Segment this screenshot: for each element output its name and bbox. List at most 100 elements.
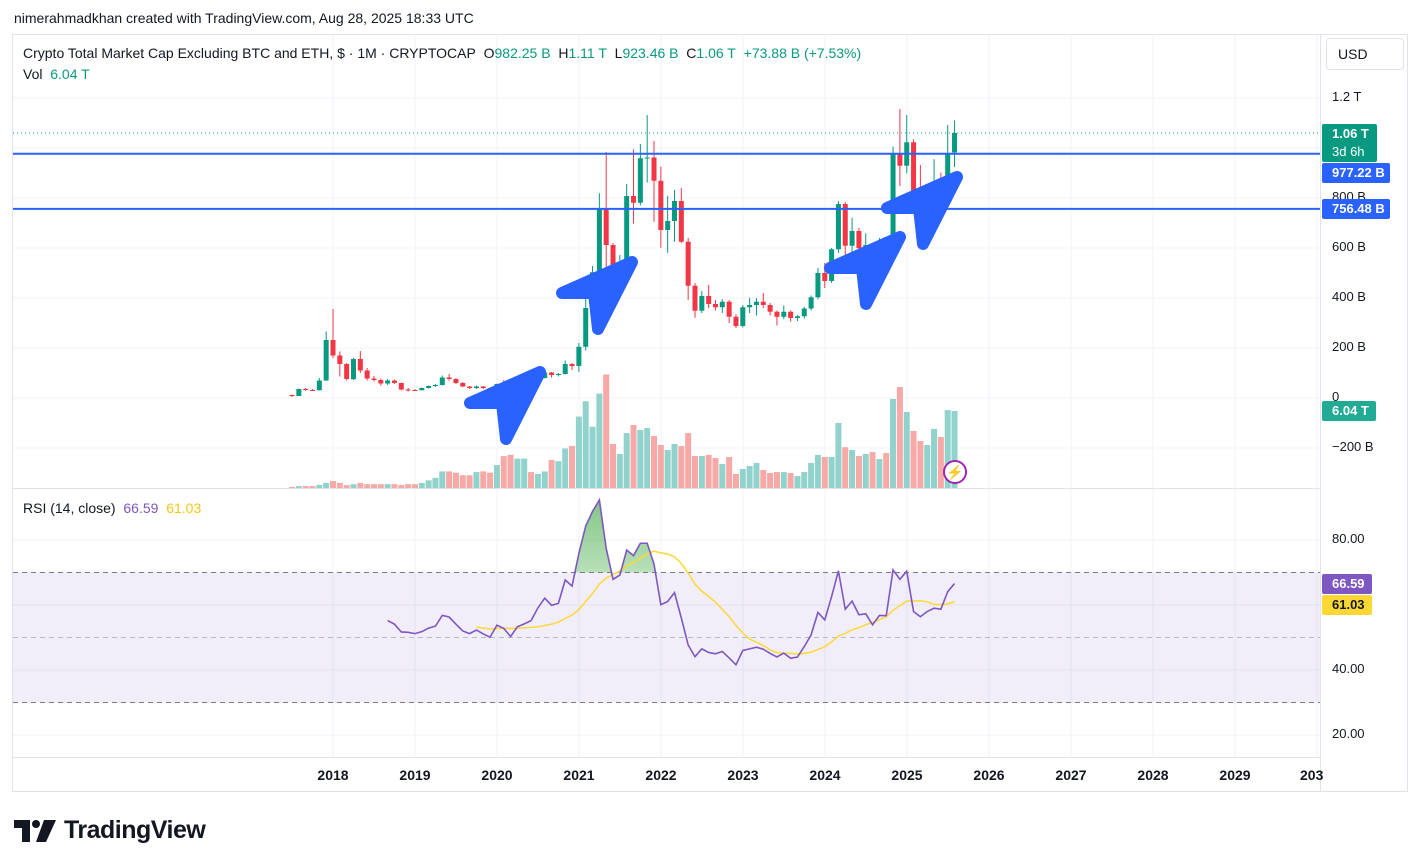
candle: [412, 389, 418, 391]
candle-body: [296, 389, 302, 396]
volume-bar: [821, 457, 828, 488]
rsi-label[interactable]: RSI (14, close): [23, 500, 116, 516]
candle: [310, 389, 316, 391]
chart-frame: [12, 34, 1408, 792]
time-axis-tick: 2026: [973, 767, 1005, 783]
candle: [672, 190, 677, 242]
candle: [480, 386, 486, 389]
candle-body: [815, 273, 821, 298]
candle: [631, 149, 637, 224]
candle-body: [719, 301, 725, 308]
candle: [781, 305, 787, 320]
candle-body: [952, 133, 958, 153]
candle-body: [835, 204, 841, 250]
candle-body: [781, 311, 787, 317]
volume-bar: [678, 446, 685, 488]
arrow-drawings[interactable]: [464, 171, 963, 445]
volume-bar: [350, 484, 357, 488]
candle: [569, 363, 575, 370]
candle-body: [753, 301, 759, 305]
candle: [753, 298, 759, 316]
grid-lines: [13, 35, 1320, 757]
volume-bar: [466, 475, 473, 488]
volume-bar: [951, 410, 958, 488]
volume-bar: [405, 484, 412, 488]
candle-body: [460, 383, 466, 387]
candle: [398, 382, 404, 391]
candle-body: [897, 153, 903, 166]
volume-bar: [828, 457, 835, 488]
time-axis-tick: 2029: [1219, 767, 1251, 783]
volume-bar: [418, 482, 425, 488]
candle: [432, 384, 438, 387]
volume-bar: [855, 455, 862, 488]
rsi-value: 66.59: [123, 500, 159, 516]
candle: [289, 394, 295, 397]
volume-bar: [917, 441, 924, 488]
candle: [788, 310, 794, 322]
candle: [473, 385, 479, 389]
candle: [467, 386, 473, 389]
time-axis-tick: 203: [1300, 767, 1324, 783]
candle-body: [289, 395, 295, 396]
candle-body: [637, 158, 643, 203]
candle: [815, 268, 821, 300]
volume-bar: [623, 433, 630, 488]
candle-body: [740, 307, 746, 326]
rsi-ma-value: 61.03: [166, 500, 202, 516]
volume-bar: [480, 471, 487, 488]
candle-body: [685, 241, 691, 286]
candle: [583, 293, 589, 351]
rsi-line: [387, 497, 956, 667]
volume-bar: [507, 454, 514, 488]
volume-bar: [370, 484, 377, 488]
candle: [897, 109, 903, 186]
volume-bar: [637, 429, 644, 488]
arrow-marker: [824, 231, 906, 310]
candle: [904, 115, 910, 174]
lightning-icon[interactable]: ⚡: [943, 460, 967, 484]
volume-bar: [746, 466, 753, 488]
volume-bar: [883, 453, 890, 488]
close-label: C: [686, 45, 697, 61]
volume-label[interactable]: Vol: [23, 66, 43, 82]
volume-bar: [330, 480, 336, 488]
volume-bar: [555, 461, 562, 488]
candle: [316, 378, 322, 391]
volume-bar: [616, 453, 623, 488]
volume-bar: [780, 472, 787, 488]
volume-bar: [521, 458, 528, 488]
price-axis-tick: 200 B: [1332, 339, 1366, 354]
candle-body: [549, 372, 555, 375]
candle: [344, 363, 350, 381]
volume-bar: [630, 424, 637, 488]
volume-bar: [302, 486, 309, 488]
candle-body: [583, 308, 589, 347]
candle-body: [391, 380, 397, 383]
symbol-title[interactable]: Crypto Total Market Cap Excluding BTC an…: [23, 45, 476, 61]
candle-body: [350, 359, 356, 380]
price-axis-tick: 0: [1332, 389, 1340, 404]
arrow-marker: [464, 366, 546, 445]
candle: [699, 291, 705, 313]
tradingview-logo[interactable]: TradingView: [14, 816, 206, 845]
volume-bar: [896, 386, 903, 488]
candle: [685, 238, 691, 300]
volume-bar: [439, 471, 446, 488]
volume-bar: [760, 470, 767, 488]
candle-body: [310, 390, 316, 391]
time-axis-tick: 2027: [1055, 767, 1087, 783]
candle-body: [712, 304, 718, 308]
volume-bar: [869, 452, 876, 488]
candle-body: [419, 388, 425, 391]
time-axis-tick: 2021: [563, 767, 595, 783]
rsi-last-label: 66.59: [1322, 574, 1372, 594]
currency-button[interactable]: USD: [1326, 38, 1404, 70]
candle-body: [801, 308, 807, 317]
candle-body: [856, 231, 862, 249]
candle: [952, 120, 958, 168]
volume-bar: [664, 449, 671, 488]
candle-body: [644, 157, 650, 159]
candle: [426, 385, 432, 389]
